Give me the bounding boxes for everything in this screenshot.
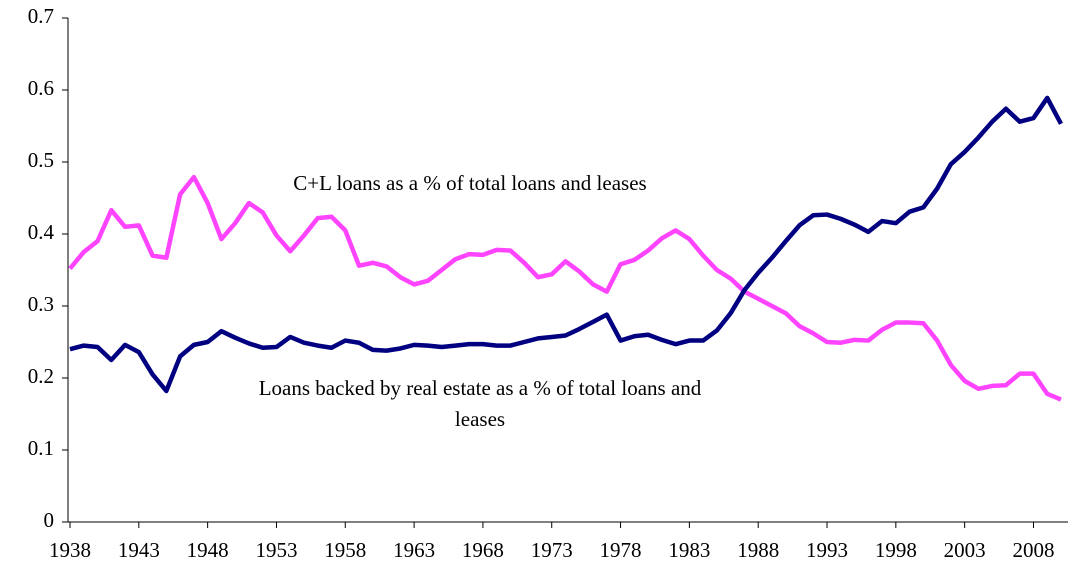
y-tick-label: 0.7 [28, 4, 54, 28]
x-tick-label: 1968 [462, 538, 504, 562]
series-0-label: C+L loans as a % of total loans and leas… [293, 171, 647, 195]
x-tick-label: 1948 [187, 538, 229, 562]
x-tick-label: 1978 [600, 538, 642, 562]
x-tick-label: 2008 [1012, 538, 1054, 562]
y-tick-label: 0.6 [28, 76, 54, 100]
y-tick-label: 0.2 [28, 364, 54, 388]
x-tick-label: 1958 [324, 538, 366, 562]
x-tick-label: 1998 [875, 538, 917, 562]
x-tick-label: 1993 [806, 538, 848, 562]
x-tick-label: 2003 [944, 538, 986, 562]
x-tick-label: 1943 [118, 538, 160, 562]
series-0-annotation: C+L loans as a % of total loans and leas… [293, 171, 647, 195]
series-1-label: Loans backed by real estate as a % of to… [258, 376, 702, 431]
y-tick-label: 0.4 [28, 220, 55, 244]
x-tick-label: 1963 [393, 538, 435, 562]
y-tick-label: 0 [44, 508, 55, 532]
series-line [69, 95, 1063, 394]
x-tick-label: 1938 [49, 538, 91, 562]
y-tick-label: 0.1 [28, 436, 54, 460]
series-1-annotation: Loans backed by real estate as a % of to… [258, 376, 702, 431]
y-tick-label: 0.3 [28, 292, 54, 316]
x-tick-label: 1988 [737, 538, 779, 562]
x-tick-label: 1953 [255, 538, 297, 562]
x-tick-label: 1973 [531, 538, 573, 562]
y-tick-label: 0.5 [28, 148, 54, 172]
x-tick-label: 1983 [668, 538, 710, 562]
series-line [68, 174, 1062, 402]
